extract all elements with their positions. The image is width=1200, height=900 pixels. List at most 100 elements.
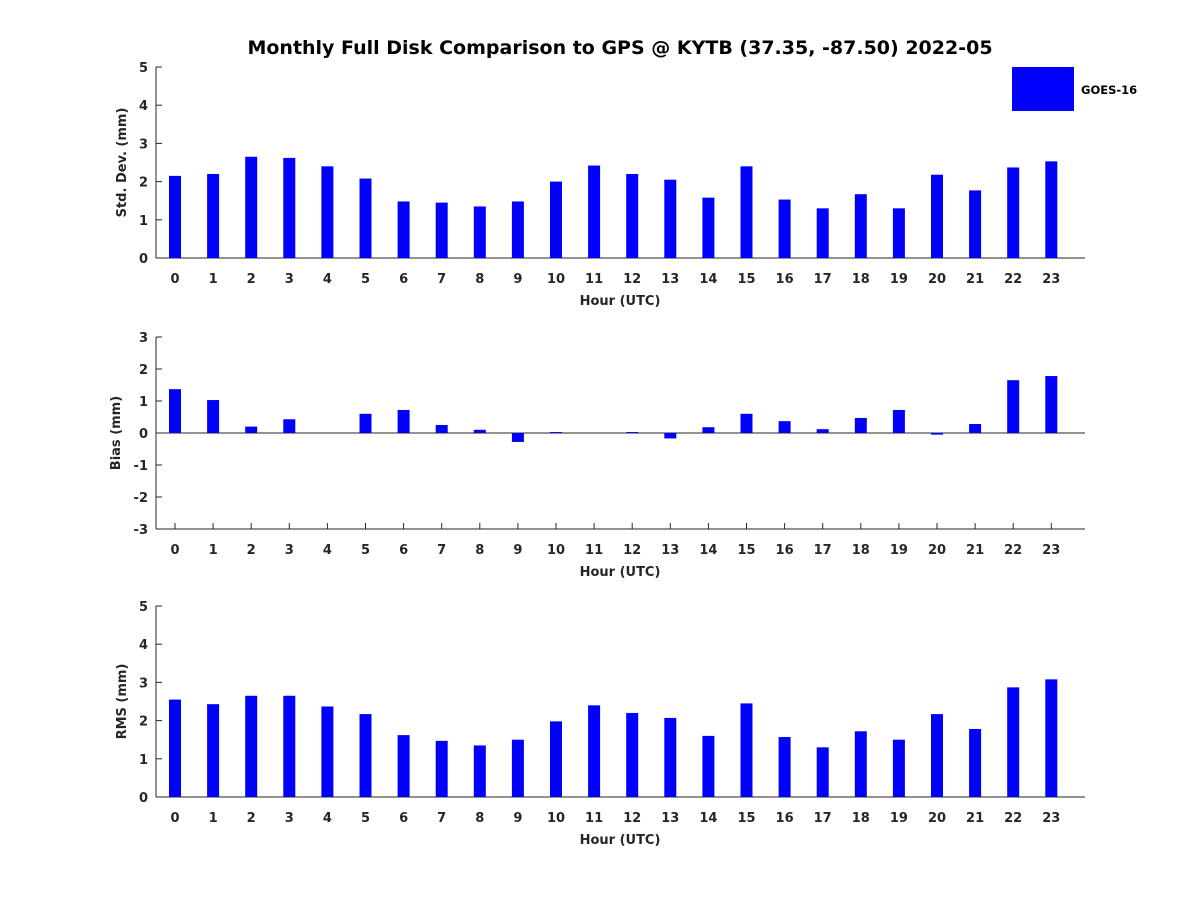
std-dev-x-tick-label: 23 <box>1042 272 1060 287</box>
bias-x-tick-label: 18 <box>852 543 870 558</box>
std-dev-bar-hour-10 <box>550 181 562 258</box>
rms-x-tick-label: 7 <box>437 811 446 826</box>
std-dev-bar-hour-18 <box>854 194 867 258</box>
rms-bar-hour-4 <box>321 706 334 797</box>
bias-x-tick-label: 11 <box>585 543 603 558</box>
std-dev-x-tick-label: 4 <box>323 272 332 287</box>
rms-bar-hour-22 <box>1007 687 1020 797</box>
bias-y-tick-label: 2 <box>139 363 148 378</box>
std-dev-y-axis-label: Std. Dev. (mm) <box>115 108 130 218</box>
rms-x-tick-label: 19 <box>890 811 908 826</box>
std-dev-x-tick-label: 5 <box>361 272 370 287</box>
rms-y-tick-label: 0 <box>139 791 148 806</box>
bias-x-tick-label: 0 <box>170 543 179 558</box>
rms-x-tick-label: 5 <box>361 811 370 826</box>
rms-bar-hour-19 <box>892 739 905 797</box>
bias-y-tick-label: 3 <box>139 331 148 346</box>
bias-x-tick-label: 1 <box>209 543 218 558</box>
std-dev-x-tick-label: 14 <box>699 272 717 287</box>
std-dev-x-tick-label: 8 <box>475 272 484 287</box>
bias-bar-hour-22 <box>1007 380 1020 433</box>
rms-x-tick-label: 4 <box>323 811 332 826</box>
std-dev-x-tick-label: 11 <box>585 272 603 287</box>
rms-x-tick-label: 21 <box>966 811 984 826</box>
std-dev-y-tick-label: 5 <box>139 61 148 76</box>
rms-bar-hour-6 <box>397 735 410 797</box>
bias-x-tick-label: 21 <box>966 543 984 558</box>
std-dev-x-axis-label: Hour (UTC) <box>580 294 661 309</box>
bias-x-tick-label: 12 <box>623 543 641 558</box>
std-dev-x-tick-label: 19 <box>890 272 908 287</box>
bias-bar-hour-6 <box>397 409 410 433</box>
std-dev-bar-hour-6 <box>397 201 410 258</box>
rms-x-tick-label: 11 <box>585 811 603 826</box>
std-dev-bar-hour-19 <box>892 208 905 258</box>
std-dev-bar-hour-0 <box>169 175 181 258</box>
bias-bar-hour-7 <box>435 425 448 433</box>
rms-x-tick-label: 8 <box>475 811 484 826</box>
std-dev-x-tick-label: 18 <box>852 272 870 287</box>
std-dev-x-tick-label: 6 <box>399 272 408 287</box>
rms-bar-hour-3 <box>283 695 296 797</box>
std-dev-bar-hour-14 <box>702 197 715 258</box>
bias-bar-hour-20 <box>931 433 943 435</box>
std-dev-y-tick-label: 1 <box>139 214 148 229</box>
std-dev-y-tick-label: 2 <box>139 176 148 191</box>
rms-x-tick-label: 22 <box>1004 811 1022 826</box>
bias-bar-hour-18 <box>854 417 867 433</box>
std-dev-bar-hour-8 <box>473 206 486 258</box>
rms-x-tick-label: 1 <box>209 811 218 826</box>
rms-x-tick-label: 12 <box>623 811 641 826</box>
std-dev-bar-hour-1 <box>207 173 220 258</box>
std-dev-bar-hour-20 <box>931 174 943 258</box>
bias-x-tick-label: 7 <box>437 543 446 558</box>
rms-bar-hour-16 <box>778 737 791 797</box>
rms-x-tick-label: 6 <box>399 811 408 826</box>
rms-bar-hour-18 <box>854 731 867 797</box>
bias-y-tick-label: -3 <box>134 523 148 538</box>
std-dev-y-tick-label: 0 <box>139 252 148 267</box>
bias-x-tick-label: 9 <box>513 543 522 558</box>
std-dev-x-tick-label: 13 <box>661 272 679 287</box>
std-dev-bar-hour-9 <box>511 201 524 258</box>
rms-bar-hour-2 <box>245 695 258 797</box>
rms-bar-hour-14 <box>702 735 715 797</box>
rms-x-tick-label: 2 <box>247 811 256 826</box>
std-dev-bar-hour-22 <box>1007 167 1020 258</box>
std-dev-bar-hour-5 <box>359 178 372 258</box>
bias-bar-hour-19 <box>892 409 905 433</box>
bias-bar-hour-12 <box>626 432 639 433</box>
rms-x-tick-label: 20 <box>928 811 946 826</box>
rms-y-tick-label: 5 <box>139 600 148 615</box>
bias-bar-hour-2 <box>245 426 258 433</box>
bias-x-tick-label: 5 <box>361 543 370 558</box>
rms-x-tick-label: 17 <box>814 811 832 826</box>
rms-y-tick-label: 2 <box>139 715 148 730</box>
std-dev-x-tick-label: 0 <box>170 272 179 287</box>
std-dev-x-tick-label: 2 <box>247 272 256 287</box>
std-dev-x-tick-label: 17 <box>814 272 832 287</box>
std-dev-bar-hour-17 <box>816 208 829 258</box>
std-dev-x-tick-label: 21 <box>966 272 984 287</box>
bias-x-axis-label: Hour (UTC) <box>580 565 661 580</box>
bias-bar-hour-0 <box>169 389 181 433</box>
bias-x-tick-label: 13 <box>661 543 679 558</box>
rms-x-tick-label: 13 <box>661 811 679 826</box>
legend-swatch-goes-16 <box>1012 67 1074 111</box>
bias-x-tick-label: 16 <box>776 543 794 558</box>
rms-y-tick-label: 1 <box>139 753 148 768</box>
bias-bar-hour-17 <box>816 429 829 433</box>
bias-x-tick-label: 10 <box>547 543 565 558</box>
rms-y-tick-label: 3 <box>139 676 148 691</box>
rms-bar-hour-5 <box>359 714 372 797</box>
rms-x-axis-label: Hour (UTC) <box>580 833 661 848</box>
rms-bar-hour-21 <box>969 729 982 797</box>
bias-x-tick-label: 22 <box>1004 543 1022 558</box>
bias-x-tick-label: 6 <box>399 543 408 558</box>
bias-bar-hour-14 <box>702 427 715 433</box>
rms-x-tick-label: 18 <box>852 811 870 826</box>
figure-title: Monthly Full Disk Comparison to GPS @ KY… <box>247 37 992 59</box>
std-dev-x-tick-label: 12 <box>623 272 641 287</box>
